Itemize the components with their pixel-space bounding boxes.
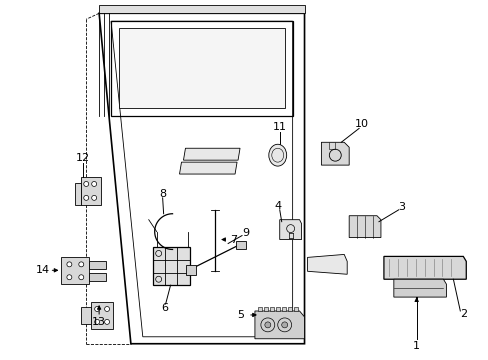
Polygon shape xyxy=(75,183,81,205)
Text: 8: 8 xyxy=(159,189,166,199)
Polygon shape xyxy=(279,220,301,239)
Polygon shape xyxy=(269,307,273,311)
Text: 11: 11 xyxy=(272,122,286,132)
Polygon shape xyxy=(152,247,190,285)
Text: 14: 14 xyxy=(36,265,49,275)
Text: 13: 13 xyxy=(92,317,106,327)
Circle shape xyxy=(95,319,100,324)
Circle shape xyxy=(104,319,109,324)
Circle shape xyxy=(104,306,109,311)
Polygon shape xyxy=(91,302,113,329)
Polygon shape xyxy=(293,307,297,311)
Polygon shape xyxy=(99,13,304,344)
Polygon shape xyxy=(264,307,267,311)
Circle shape xyxy=(281,322,287,328)
Circle shape xyxy=(92,181,97,186)
Circle shape xyxy=(79,262,83,267)
Text: 4: 4 xyxy=(274,201,281,211)
Text: 7: 7 xyxy=(230,234,237,244)
Text: 2: 2 xyxy=(459,309,466,319)
Polygon shape xyxy=(61,257,89,284)
Circle shape xyxy=(67,262,72,267)
Circle shape xyxy=(92,195,97,201)
Polygon shape xyxy=(81,177,101,205)
Circle shape xyxy=(83,195,88,201)
Polygon shape xyxy=(281,307,285,311)
Text: 9: 9 xyxy=(242,228,249,238)
Text: 6: 6 xyxy=(161,303,168,313)
Polygon shape xyxy=(287,307,291,311)
Circle shape xyxy=(67,275,72,280)
Polygon shape xyxy=(183,148,240,160)
Text: 5: 5 xyxy=(237,310,244,320)
Polygon shape xyxy=(81,307,91,324)
Circle shape xyxy=(83,181,88,186)
Polygon shape xyxy=(307,255,346,274)
Polygon shape xyxy=(179,162,237,174)
Polygon shape xyxy=(119,28,284,108)
Text: 12: 12 xyxy=(76,153,90,163)
Polygon shape xyxy=(383,256,466,279)
Polygon shape xyxy=(275,307,279,311)
Circle shape xyxy=(95,306,100,311)
Polygon shape xyxy=(89,273,106,281)
Polygon shape xyxy=(348,216,380,238)
Text: 3: 3 xyxy=(397,202,405,212)
Polygon shape xyxy=(99,5,304,13)
Circle shape xyxy=(264,322,270,328)
Circle shape xyxy=(79,275,83,280)
Ellipse shape xyxy=(268,144,286,166)
Text: 10: 10 xyxy=(354,120,368,130)
Polygon shape xyxy=(186,265,196,275)
Polygon shape xyxy=(254,311,304,339)
Text: 1: 1 xyxy=(412,341,419,351)
Polygon shape xyxy=(257,307,262,311)
Polygon shape xyxy=(89,261,106,269)
Polygon shape xyxy=(328,142,335,149)
Polygon shape xyxy=(321,142,348,165)
Polygon shape xyxy=(393,279,446,297)
Polygon shape xyxy=(236,240,245,249)
